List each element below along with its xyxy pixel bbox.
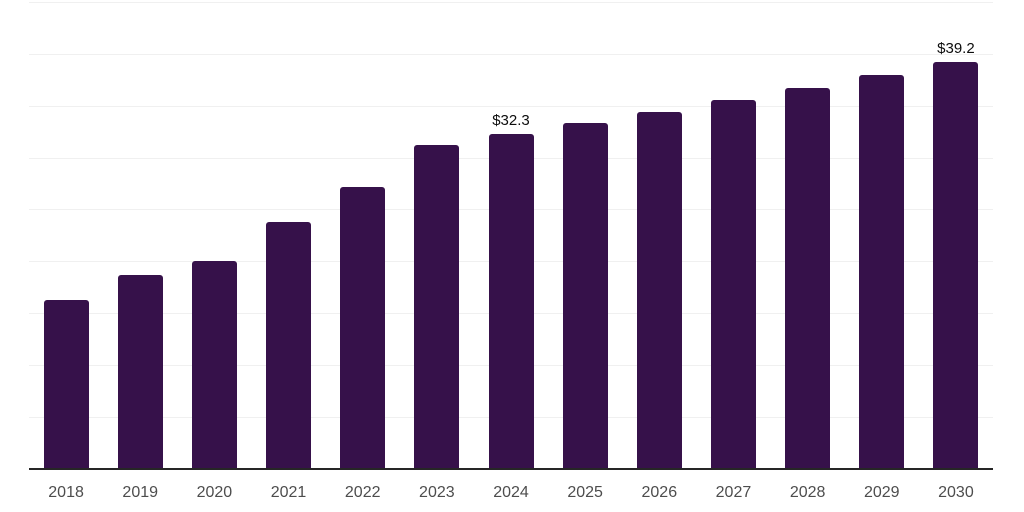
x-axis-line bbox=[29, 467, 993, 470]
bar-2024 bbox=[488, 133, 534, 469]
bar-2028 bbox=[785, 88, 831, 469]
x-tick-label-2024: 2024 bbox=[493, 484, 529, 501]
bar-2023 bbox=[414, 145, 460, 469]
bar-2022 bbox=[340, 186, 386, 469]
x-tick-label-2021: 2021 bbox=[270, 484, 307, 501]
x-tick-label-2018: 2018 bbox=[48, 484, 84, 501]
bar-2019 bbox=[117, 274, 163, 469]
x-tick-label-2029: 2029 bbox=[863, 484, 900, 501]
bar-2025 bbox=[562, 123, 608, 469]
bar-2018 bbox=[43, 299, 89, 469]
x-tick-label-2019: 2019 bbox=[122, 484, 159, 501]
x-tick-label-2022: 2022 bbox=[344, 484, 381, 501]
x-tick-label-2020: 2020 bbox=[196, 484, 233, 501]
data-label-2030: $39.2 bbox=[937, 40, 975, 58]
bar-2021 bbox=[266, 221, 312, 469]
gridline-45 bbox=[29, 2, 993, 3]
x-tick-label-2030: 2030 bbox=[938, 484, 974, 501]
bar-2030 bbox=[933, 62, 979, 469]
x-tick-label-2027: 2027 bbox=[715, 484, 752, 501]
data-label-2024: $32.3 bbox=[492, 111, 530, 129]
x-tick-label-2023: 2023 bbox=[419, 484, 455, 501]
x-tick-label-2026: 2026 bbox=[641, 484, 678, 501]
x-tick-label-2028: 2028 bbox=[789, 484, 826, 501]
bar-2029 bbox=[859, 74, 905, 469]
gridline-35 bbox=[29, 105, 993, 107]
bar-2027 bbox=[710, 100, 756, 469]
x-tick-label-2025: 2025 bbox=[567, 484, 603, 501]
bar-2020 bbox=[191, 261, 237, 469]
gridline-40 bbox=[29, 53, 993, 55]
bar-2026 bbox=[636, 111, 682, 469]
